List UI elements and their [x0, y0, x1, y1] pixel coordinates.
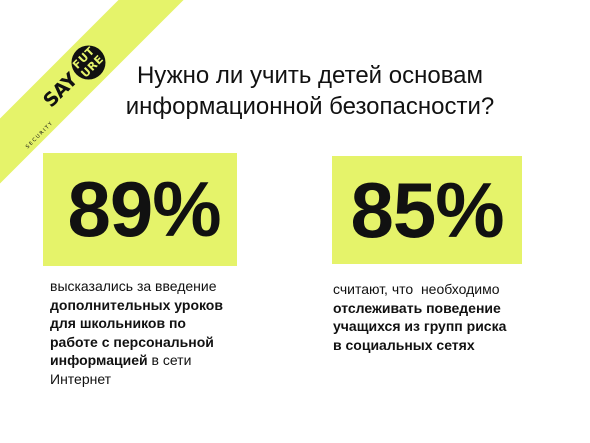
stat-left-line-5-bold: информацией — [50, 352, 148, 368]
page-title: Нужно ли учить детей основам информацион… — [60, 60, 560, 122]
stat-value-right: 85% — [350, 165, 504, 254]
stat-highlight-right: 85% — [332, 156, 522, 264]
stat-right-line-2: отслеживать поведение — [333, 299, 501, 316]
title-line-1: Нужно ли учить детей основам — [136, 62, 484, 89]
stat-left-line-2: дополнительных уроков — [50, 296, 223, 313]
stat-right-line-3: учащихся из групп риска — [333, 318, 507, 334]
stat-right-line-1: считают, что необходимо — [333, 281, 500, 297]
stat-left-line-6: Интернет — [50, 370, 112, 387]
stat-highlight-left: 89% — [43, 153, 237, 266]
stat-right-line-4: в социальных сетях — [333, 336, 475, 353]
stat-left-line-3: для школьников по — [50, 315, 186, 331]
stat-description-right: считают, что необходимо отслеживать пове… — [333, 280, 563, 354]
stat-left-line-4: работе с персональной — [50, 333, 214, 350]
title-line-2: информационной безопасности? — [125, 93, 495, 120]
stat-description-left: высказались за введение дополнительных у… — [50, 277, 260, 388]
stat-value-left: 89% — [67, 165, 221, 253]
stat-left-line-5-plain: в сети — [147, 352, 192, 368]
stat-left-line-1: высказались за введение — [50, 278, 217, 294]
